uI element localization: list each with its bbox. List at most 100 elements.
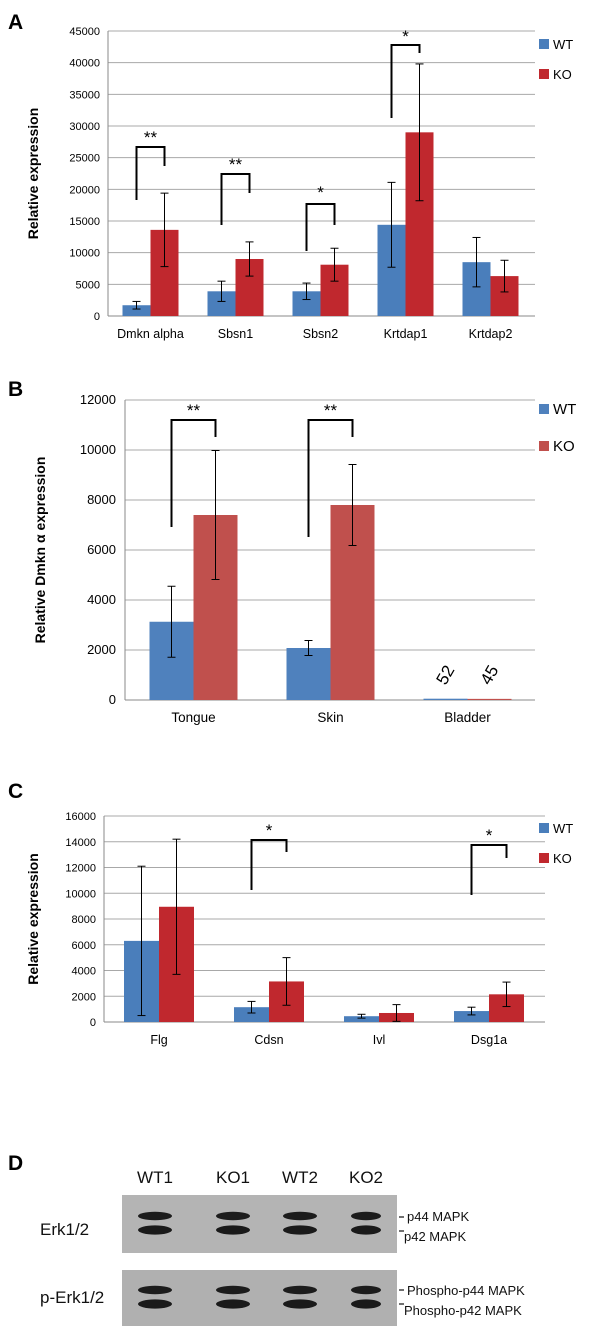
legend-swatch-ko xyxy=(539,441,549,451)
x-tick-label: Dsg1a xyxy=(471,1033,507,1047)
x-tick-label: Flg xyxy=(150,1033,167,1047)
x-tick-label: Tongue xyxy=(171,710,215,725)
blot-row-label: p-Erk1/2 xyxy=(40,1288,104,1307)
y-tick-label: 8000 xyxy=(72,914,96,926)
blot-band xyxy=(351,1285,381,1295)
y-tick-label: 6000 xyxy=(72,940,96,952)
legend-swatch-ko xyxy=(539,69,549,79)
panel-letter-d: D xyxy=(8,1152,23,1175)
y-tick-label: 25000 xyxy=(69,153,100,165)
blot-column-label: KO1 xyxy=(216,1168,250,1187)
x-tick-label: Ivl xyxy=(373,1033,386,1047)
significance-bracket xyxy=(390,44,421,118)
blot-band xyxy=(216,1299,250,1309)
blot-band xyxy=(138,1211,172,1221)
legend-label: KO xyxy=(553,438,575,455)
significance-bracket xyxy=(250,839,288,890)
blot-band xyxy=(216,1211,250,1221)
significance-marker: * xyxy=(486,826,493,845)
y-tick-label: 30000 xyxy=(69,121,100,133)
blot-column-label: WT2 xyxy=(282,1168,318,1187)
significance-marker: ** xyxy=(324,401,338,420)
panel-letter-b: B xyxy=(8,378,23,401)
y-tick-label: 2000 xyxy=(87,642,116,657)
y-axis-label: Relative expression xyxy=(25,108,41,240)
y-tick-label: 0 xyxy=(94,311,100,323)
blot-band xyxy=(283,1285,317,1295)
significance-bracket xyxy=(470,844,508,895)
y-tick-label: 12000 xyxy=(65,863,96,875)
data-label: 52 xyxy=(433,662,459,688)
significance-bracket xyxy=(135,146,166,200)
blot-strip-erk xyxy=(122,1195,397,1253)
y-tick-label: 16000 xyxy=(65,811,96,823)
y-axis-label: Relative Dmkn α expression xyxy=(32,457,48,644)
blot-column-label: WT1 xyxy=(137,1168,173,1187)
significance-bracket xyxy=(307,419,354,537)
significance-bracket xyxy=(305,203,336,251)
data-label: 45 xyxy=(477,662,503,688)
bar-wt xyxy=(344,1016,379,1022)
blot-band-label: p44 MAPK xyxy=(407,1209,469,1224)
legend-label: KO xyxy=(553,67,572,82)
y-axis-label: Relative expression xyxy=(25,853,41,985)
chart-a: 0 5000 10000 15000 20000 25000 30000 35000 40000… xyxy=(25,26,573,341)
significance-marker: * xyxy=(402,27,409,46)
blot-band-label: Phospho-p44 MAPK xyxy=(407,1283,525,1298)
legend-label: WT xyxy=(553,821,573,836)
y-tick-label: 10000 xyxy=(80,442,116,457)
significance-bracket xyxy=(220,173,251,225)
western-blot: WT1 KO1 WT2 KO2 Erk1/2 p-Erk1/2 p44 MAPK… xyxy=(40,1168,525,1326)
significance-marker: * xyxy=(317,183,324,202)
x-tick-label: Cdsn xyxy=(254,1033,283,1047)
bar-wt xyxy=(454,1011,489,1022)
significance-marker: ** xyxy=(229,155,243,174)
blot-band xyxy=(283,1211,317,1221)
y-tick-label: 45000 xyxy=(69,26,100,38)
blot-band xyxy=(216,1285,250,1295)
x-tick-label: Bladder xyxy=(444,710,491,725)
x-tick-label: Krtdap1 xyxy=(384,327,428,341)
bar-wt xyxy=(286,648,331,700)
y-tick-label: 2000 xyxy=(72,991,96,1003)
bar-wt xyxy=(122,305,151,316)
y-tick-label: 40000 xyxy=(69,58,100,70)
y-tick-label: 5000 xyxy=(76,279,100,291)
legend-label: WT xyxy=(553,401,576,418)
significance-marker: ** xyxy=(144,128,158,147)
panel-letter-a: A xyxy=(8,11,23,34)
x-tick-label: Skin xyxy=(317,710,343,725)
legend-label: WT xyxy=(553,37,573,52)
significance-marker: * xyxy=(266,821,273,840)
y-tick-label: 0 xyxy=(90,1017,96,1029)
blot-band xyxy=(138,1225,172,1235)
blot-band xyxy=(351,1211,381,1221)
bar-ko xyxy=(467,698,512,700)
y-tick-label: 35000 xyxy=(69,89,100,101)
panel-letter-c: C xyxy=(8,780,23,803)
y-tick-label: 8000 xyxy=(87,492,116,507)
blot-strip-perk xyxy=(122,1270,397,1326)
blot-band xyxy=(283,1225,317,1235)
y-tick-label: 15000 xyxy=(69,216,100,228)
chart-b: 0 2000 4000 6000 8000 10000 12000 Relative Dmkn… xyxy=(32,392,576,725)
legend-swatch-wt xyxy=(539,39,549,49)
y-tick-label: 6000 xyxy=(87,542,116,557)
significance-marker: ** xyxy=(187,401,201,420)
y-tick-label: 4000 xyxy=(72,966,96,978)
blot-band xyxy=(351,1225,381,1235)
y-tick-label: 10000 xyxy=(69,248,100,260)
legend-swatch-ko xyxy=(539,853,549,863)
blot-row-label: Erk1/2 xyxy=(40,1220,89,1239)
y-tick-label: 20000 xyxy=(69,184,100,196)
blot-band-label: Phospho-p42 MAPK xyxy=(404,1303,522,1318)
x-tick-label: Krtdap2 xyxy=(469,327,513,341)
x-tick-label: Sbsn2 xyxy=(303,327,338,341)
blot-band xyxy=(283,1299,317,1309)
significance-bracket xyxy=(170,419,217,527)
blot-band xyxy=(138,1285,172,1295)
x-tick-label: Dmkn alpha xyxy=(117,327,184,341)
bar-wt xyxy=(234,1007,269,1022)
blot-band-label: p42 MAPK xyxy=(404,1229,466,1244)
